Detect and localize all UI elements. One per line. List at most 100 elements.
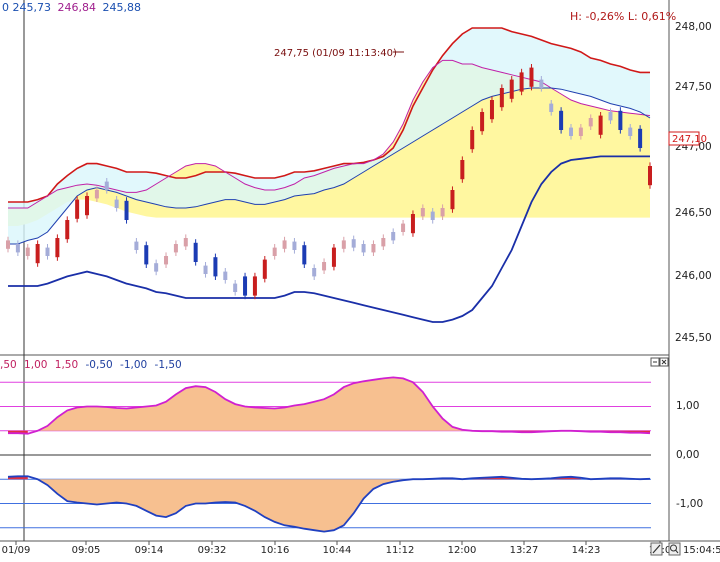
candle-body [401, 223, 406, 232]
candle [391, 228, 396, 244]
candle [499, 84, 504, 111]
osc-tick-label: -1,00 [676, 498, 703, 510]
candle-body [450, 190, 455, 210]
candle-body [341, 240, 346, 249]
candle [292, 238, 297, 254]
price-tick-label: 247,50 [675, 81, 712, 93]
candle [45, 244, 50, 260]
candle-body [608, 112, 613, 121]
osc-tick-label: 1,00 [676, 400, 699, 412]
candle [568, 124, 573, 140]
candle-body [381, 238, 386, 247]
candle-body [104, 181, 109, 190]
candle [430, 208, 435, 224]
candle-body [549, 103, 554, 112]
candle [588, 114, 593, 130]
candle-body [430, 211, 435, 220]
candle [223, 268, 228, 284]
candle [25, 244, 30, 260]
candle-body [243, 276, 248, 296]
candle-body [351, 239, 356, 248]
candle-body [628, 127, 633, 136]
candlestick-series [6, 64, 652, 300]
candle-body [529, 67, 534, 87]
candle [638, 125, 643, 152]
time-tick-label: 01/09 [2, 545, 31, 556]
candle [104, 178, 109, 194]
candle [470, 126, 475, 153]
osc-level-m050: -0,50 [86, 359, 113, 371]
candle [75, 196, 80, 223]
candle-body [65, 220, 70, 240]
candle [420, 204, 425, 220]
candle-body [371, 244, 376, 253]
candle [124, 197, 129, 224]
candle-body [292, 241, 297, 250]
candle [539, 76, 544, 92]
osc-level-m100: -1,00 [120, 359, 147, 371]
candle-body [588, 118, 593, 127]
candle-body [302, 245, 307, 265]
candle-body [312, 268, 317, 277]
time-tick-label: 10:44 [323, 545, 352, 556]
header-value-3: 245,88 [103, 1, 142, 14]
candle-body [262, 259, 267, 279]
candle [341, 236, 346, 253]
candle-body [223, 271, 228, 280]
osc-level-150: 1,50 [55, 359, 78, 371]
candle-body [460, 160, 465, 180]
candle-body [410, 214, 415, 234]
candle [203, 262, 208, 278]
candle [173, 240, 178, 256]
candle [648, 162, 652, 189]
candle-body [154, 263, 159, 272]
candle-body [233, 283, 238, 292]
candle-body [193, 242, 198, 262]
clock-label: 15:04:59 [683, 545, 720, 556]
candle [450, 186, 455, 213]
candle-body [331, 247, 336, 267]
header-value-2: 246,84 [58, 1, 97, 14]
candle-body [618, 110, 623, 130]
candle-body [183, 238, 188, 247]
candle [529, 64, 534, 91]
candle-body [440, 208, 445, 217]
candle [35, 240, 40, 267]
high-low-label: H: -0,26% L: 0,61% [570, 10, 676, 23]
candle-body [94, 190, 99, 199]
candle-body [568, 127, 573, 136]
lower-band-line [8, 155, 650, 323]
candle [401, 220, 406, 236]
candle [272, 244, 277, 260]
candle [351, 235, 356, 252]
candle [65, 216, 70, 243]
magnifier-icon [670, 544, 677, 552]
header-value-1: 245,73 [13, 1, 52, 14]
pencil-icon [652, 544, 661, 554]
price-tick-label: 246,00 [675, 270, 712, 282]
candle-body [420, 208, 425, 217]
candle [618, 107, 623, 134]
candle-body [134, 241, 139, 250]
candle-body [638, 128, 643, 148]
candle-body [539, 79, 544, 88]
candle [509, 76, 514, 103]
candle-body [480, 112, 485, 132]
candle-body [25, 247, 30, 256]
candle [578, 124, 583, 140]
time-tick-label: 13:27 [510, 545, 539, 556]
candle [183, 234, 188, 250]
osc-lower-fill [37, 479, 423, 532]
candle [114, 196, 119, 212]
osc-upper-fill [37, 377, 572, 431]
zoom-button[interactable] [668, 542, 681, 556]
candle [85, 192, 90, 219]
candle [154, 259, 159, 276]
candle-body [489, 100, 494, 120]
candle-body [598, 115, 603, 135]
candle [282, 236, 287, 253]
candle-body [282, 240, 287, 249]
candle-body [648, 166, 652, 186]
